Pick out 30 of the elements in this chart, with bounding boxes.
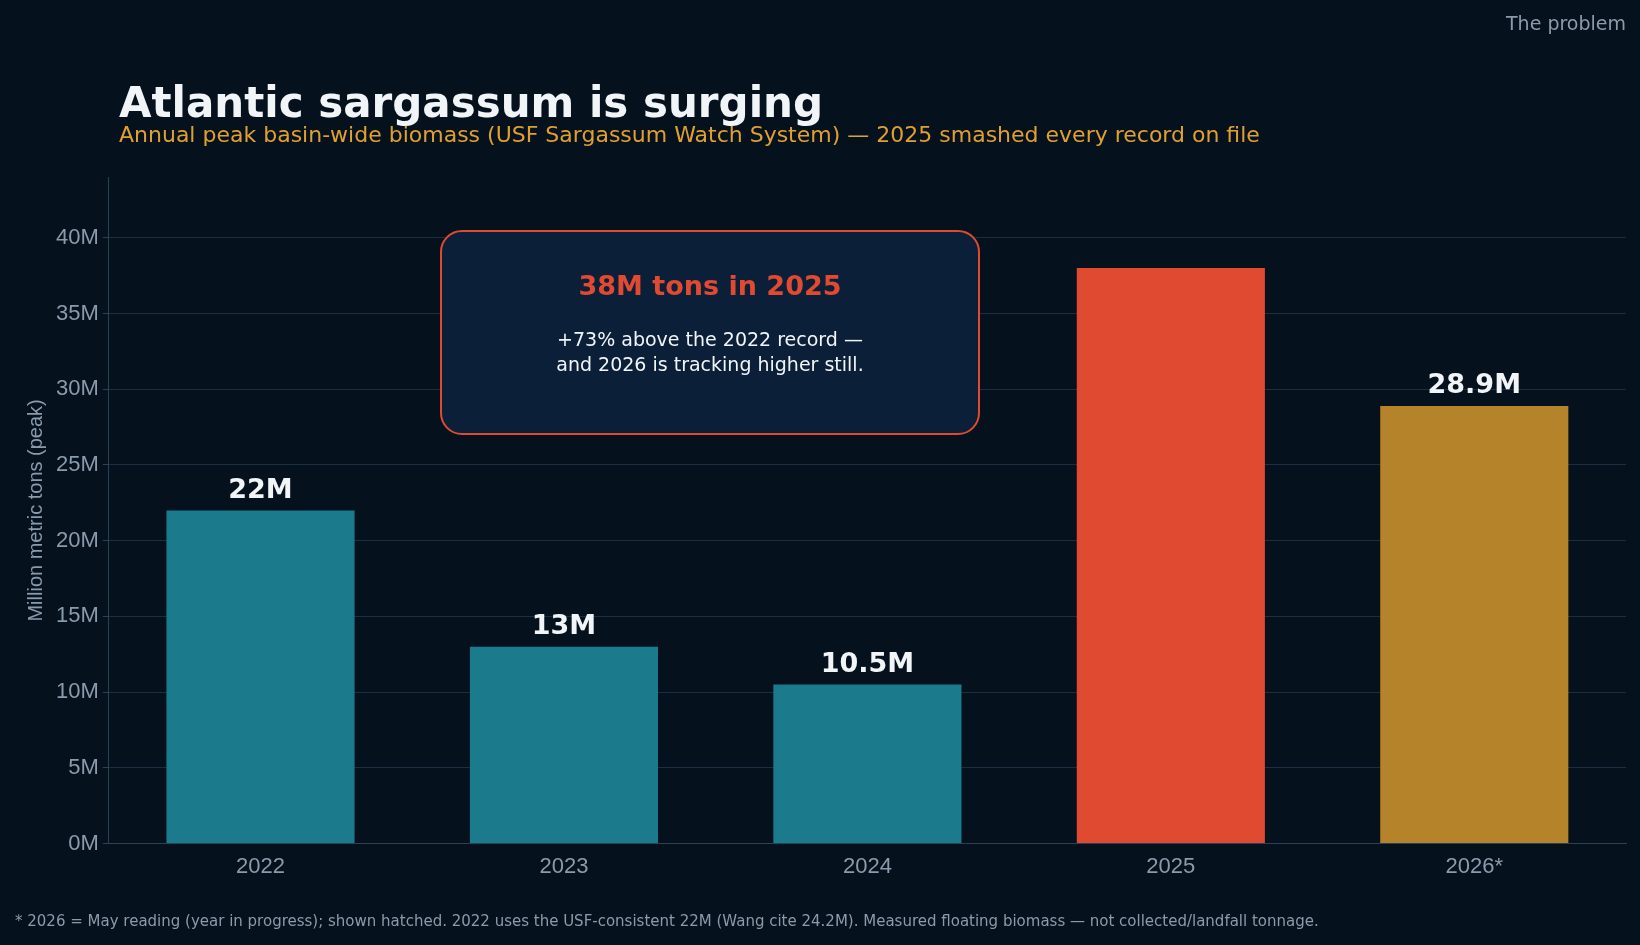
y-tick-label: 30M — [56, 375, 99, 401]
data-label: 28.9M — [1427, 368, 1522, 400]
bar — [166, 510, 355, 844]
y-tick-label: 15M — [56, 602, 99, 628]
x-tick-label: 2025 — [1146, 852, 1196, 878]
y-tick-label: 0M — [68, 829, 99, 855]
x-tick-label: 2024 — [842, 852, 892, 878]
bar — [1076, 268, 1265, 844]
callout-box: 38M tons in 2025 +73% above the 2022 record — and 2026 is tracking higher still. — [440, 230, 980, 435]
annotation: 38M tons in 2025 — [577, 270, 843, 301]
bar — [1380, 405, 1569, 844]
data-label: 10.5M — [820, 647, 915, 679]
data-label: 22M — [228, 472, 293, 504]
y-tick-label: 20M — [56, 526, 99, 552]
bar — [469, 646, 659, 844]
y-axis-title: Million metric tons (peak) — [23, 399, 46, 622]
text: The problem — [1506, 12, 1626, 34]
bar — [773, 684, 962, 844]
x-tick-label: 2022 — [236, 852, 285, 878]
text: * 2026 = May reading (year in progress); shown hatched. 2022 uses the USF-consistent 22M (Wang cite 24.2M). Measured floating biomass — not collected/landfall tonnage. — [15, 912, 1319, 930]
y-tick-label: 35M — [56, 299, 99, 325]
annotation: +73% above the 2022 record — and 2026 is tracking higher still. — [555, 327, 865, 377]
y-tick-label: 25M — [56, 451, 99, 477]
chart-title: Atlantic sargassum is surging — [119, 78, 823, 127]
y-tick-label: 10M — [56, 678, 99, 704]
y-tick-label: 40M — [56, 223, 99, 249]
y-tick-label: 5M — [68, 753, 99, 779]
x-tick-label: 2026* — [1445, 852, 1504, 878]
data-label: 13M — [531, 609, 597, 641]
x-tick-label: 2023 — [539, 852, 589, 878]
